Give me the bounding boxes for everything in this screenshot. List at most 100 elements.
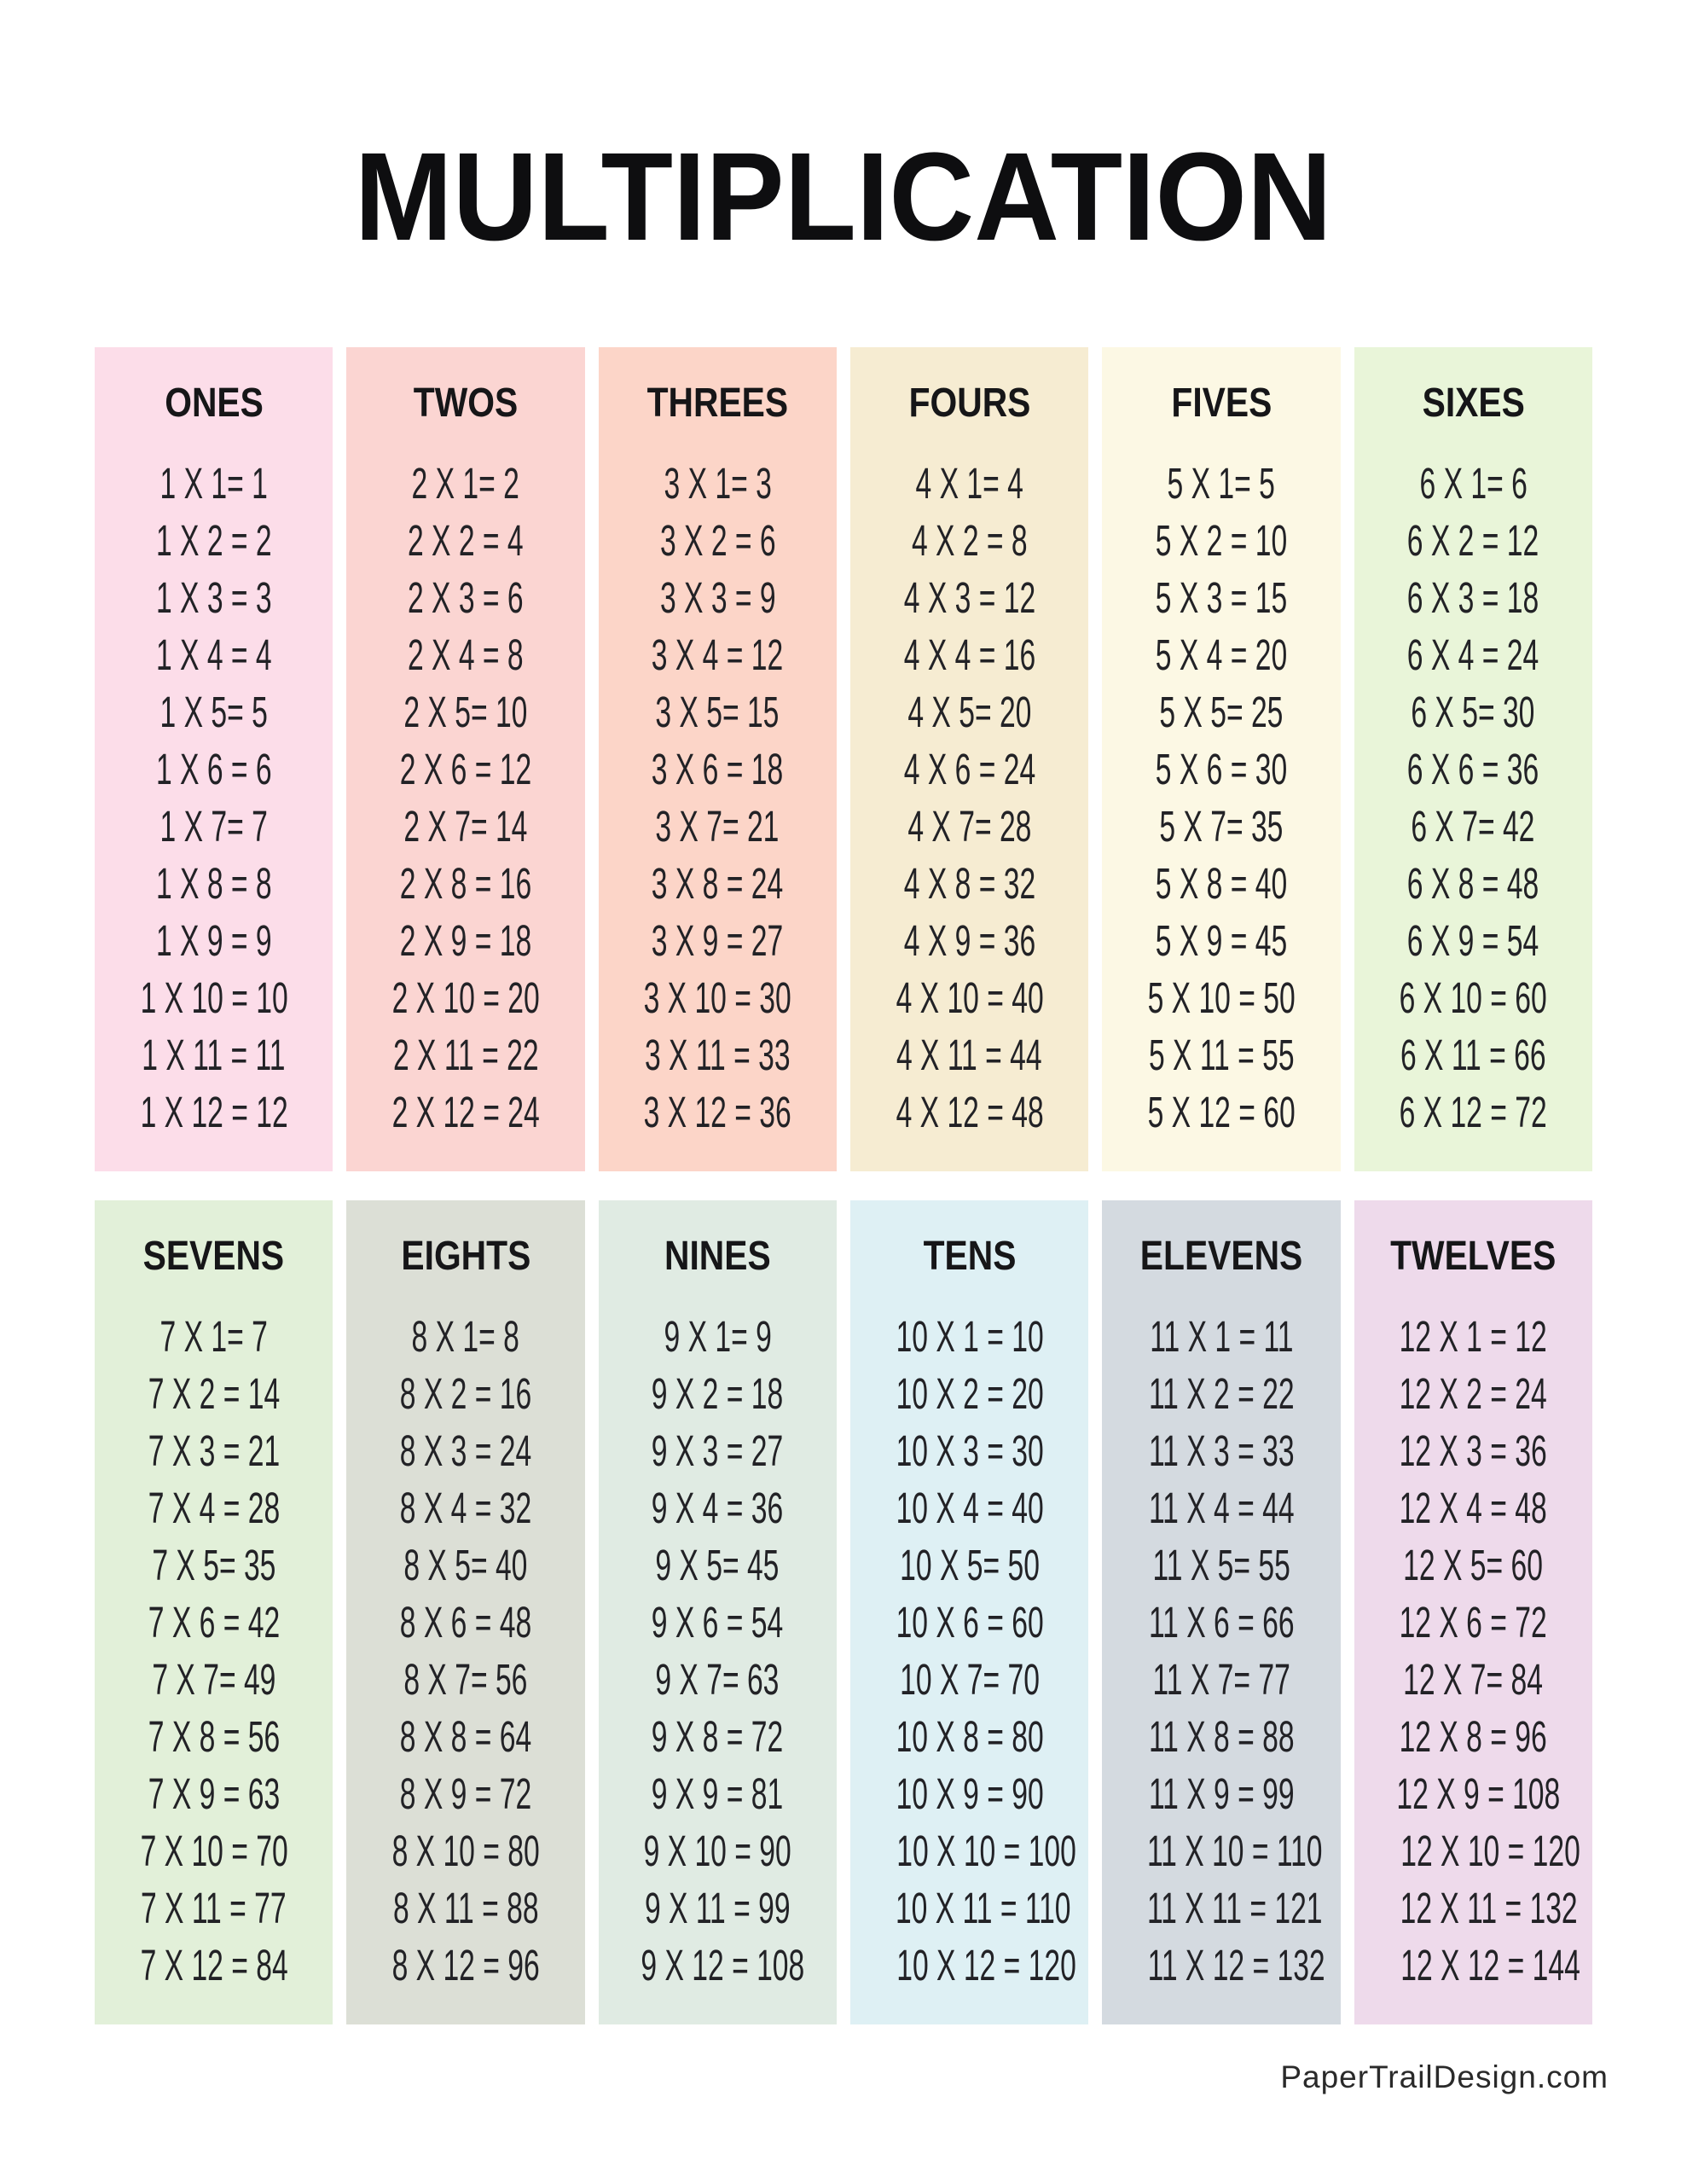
equation-text: 10 X 3 = 30: [896, 1426, 1044, 1475]
equation: 3 X 7= 21: [599, 798, 837, 855]
equation-text: 7 X 10 = 70: [140, 1827, 288, 1875]
equation-text: 12 X 2 = 24: [1399, 1369, 1547, 1418]
equation-text: 5 X 10 = 50: [1147, 973, 1296, 1022]
equation-text: 8 X 10 = 80: [391, 1827, 540, 1875]
equation-text: 12 X 6 = 72: [1399, 1598, 1547, 1647]
equation-text: 8 X 9 = 72: [399, 1769, 532, 1818]
table-heading: THREES: [599, 380, 837, 427]
equation: 10 X 1 = 10: [850, 1308, 1088, 1365]
equation: 12 X 3 = 36: [1354, 1422, 1592, 1479]
equation-text: 4 X 11 = 44: [896, 1031, 1042, 1079]
equation-text: 3 X 11 = 33: [645, 1031, 791, 1079]
equation: 11 X 12 = 132: [1102, 1937, 1340, 1994]
equation-text: 3 X 5= 15: [655, 688, 780, 736]
equation-text: 6 X 5= 30: [1411, 688, 1535, 736]
equation-list: 2 X 1= 2 2 X 2 = 4 2 X 3 = 6 2 X 4 = 8 2 X 5…: [346, 455, 584, 1141]
equation: 3 X 3 = 9: [599, 569, 837, 626]
table-heading-text: TENS: [923, 1234, 1017, 1279]
equation: 9 X 3 = 27: [599, 1422, 837, 1479]
equation: 6 X 8 = 48: [1354, 855, 1592, 912]
equation: 4 X 5= 20: [850, 683, 1088, 741]
equation: 11 X 5= 55: [1102, 1536, 1340, 1594]
equation: 7 X 3 = 21: [95, 1422, 333, 1479]
equation-text: 9 X 4 = 36: [652, 1484, 784, 1532]
equation: 1 X 8 = 8: [95, 855, 333, 912]
equation-text: 8 X 11 = 88: [392, 1884, 539, 1932]
equation-text: 9 X 11 = 99: [645, 1884, 791, 1932]
equation: 6 X 7= 42: [1354, 798, 1592, 855]
equation-list: 7 X 1= 7 7 X 2 = 14 7 X 3 = 21 7 X 4 = 28 7 …: [95, 1308, 333, 1994]
equation-text: 1 X 4 = 4: [155, 630, 272, 679]
equation: 7 X 5= 35: [95, 1536, 333, 1594]
equation: 8 X 5= 40: [346, 1536, 584, 1594]
equation-list: 9 X 1= 9 9 X 2 = 18 9 X 3 = 27 9 X 4 = 36 9 …: [599, 1308, 837, 1994]
equation-text: 1 X 9 = 9: [155, 916, 272, 965]
equation: 3 X 8 = 24: [599, 855, 837, 912]
equation-text: 7 X 12 = 84: [140, 1941, 288, 1989]
equation: 5 X 4 = 20: [1102, 626, 1340, 683]
equation: 4 X 2 = 8: [850, 512, 1088, 569]
equation: 5 X 1= 5: [1102, 455, 1340, 512]
equation-text: 11 X 5= 55: [1152, 1541, 1290, 1589]
equation: 6 X 3 = 18: [1354, 569, 1592, 626]
equation-text: 5 X 9 = 45: [1155, 916, 1288, 965]
equation: 2 X 12 = 24: [346, 1083, 584, 1141]
equation-text: 3 X 6 = 18: [652, 745, 784, 793]
equation-text: 1 X 1= 1: [159, 459, 268, 508]
table-heading: ELEVENS: [1102, 1233, 1340, 1281]
equation: 10 X 9 = 90: [850, 1765, 1088, 1822]
equation: 3 X 2 = 6: [599, 512, 837, 569]
equation-text: 11 X 8 = 88: [1148, 1712, 1295, 1761]
equation-list: 11 X 1 = 11 11 X 2 = 22 11 X 3 = 33 11 X 4 …: [1102, 1308, 1340, 1994]
equation-text: 7 X 7= 49: [152, 1655, 276, 1704]
equation: 4 X 7= 28: [850, 798, 1088, 855]
equation-text: 9 X 10 = 90: [643, 1827, 791, 1875]
equation: 12 X 12 = 144: [1354, 1937, 1592, 1994]
equation: 2 X 8 = 16: [346, 855, 584, 912]
equation: 3 X 9 = 27: [599, 912, 837, 969]
equation: 8 X 2 = 16: [346, 1365, 584, 1422]
equation-text: 11 X 2 = 22: [1148, 1369, 1295, 1418]
equation-text: 7 X 1= 7: [159, 1312, 268, 1361]
equation-text: 12 X 1 = 12: [1399, 1312, 1547, 1361]
equation: 11 X 6 = 66: [1102, 1594, 1340, 1651]
equation-text: 10 X 7= 70: [899, 1655, 1040, 1704]
equation: 10 X 2 = 20: [850, 1365, 1088, 1422]
table-heading: TWOS: [346, 380, 584, 427]
equation: 8 X 3 = 24: [346, 1422, 584, 1479]
equation: 1 X 4 = 4: [95, 626, 333, 683]
equation: 9 X 8 = 72: [599, 1708, 837, 1765]
table-section-sixes: SIXES 6 X 1= 6 6 X 2 = 12 6 X 3 = 18 6 X 4 =…: [1354, 347, 1592, 1171]
equation-text: 1 X 7= 7: [159, 802, 268, 851]
table-heading-text: FIVES: [1171, 380, 1272, 426]
page-title-text: MULTIPLICATION: [354, 127, 1333, 267]
equation-text: 6 X 8 = 48: [1407, 859, 1539, 908]
equation-text: 10 X 2 = 20: [896, 1369, 1044, 1418]
equation: 5 X 12 = 60: [1102, 1083, 1340, 1141]
equation-text: 2 X 2 = 4: [408, 516, 524, 565]
equation-text: 9 X 12 = 108: [641, 1941, 804, 1989]
equation-text: 9 X 5= 45: [655, 1541, 780, 1589]
equation-text: 9 X 9 = 81: [652, 1769, 784, 1818]
equation-text: 2 X 1= 2: [411, 459, 520, 508]
equation: 7 X 10 = 70: [95, 1822, 333, 1879]
equation-text: 1 X 11 = 11: [142, 1031, 286, 1079]
table-heading-text: ELEVENS: [1139, 1234, 1303, 1279]
table-heading-text: ONES: [164, 380, 264, 426]
equation-text: 2 X 7= 14: [403, 802, 528, 851]
equation: 2 X 10 = 20: [346, 969, 584, 1026]
equation: 3 X 1= 3: [599, 455, 837, 512]
equation-text: 12 X 8 = 96: [1399, 1712, 1547, 1761]
equation-text: 9 X 3 = 27: [652, 1426, 784, 1475]
equation-text: 8 X 12 = 96: [391, 1941, 540, 1989]
equation-text: 2 X 10 = 20: [391, 973, 540, 1022]
equation-text: 8 X 4 = 32: [399, 1484, 532, 1532]
table-section-fours: FOURS 4 X 1= 4 4 X 2 = 8 4 X 3 = 12 4 X 4 = …: [850, 347, 1089, 1171]
equation-text: 7 X 11 = 77: [141, 1884, 287, 1932]
equation: 12 X 9 = 108: [1354, 1765, 1592, 1822]
equation-text: 2 X 12 = 24: [391, 1088, 540, 1136]
table-section-threes: THREES 3 X 1= 3 3 X 2 = 6 3 X 3 = 9 3 X 4 = …: [598, 347, 837, 1171]
equation: 2 X 3 = 6: [346, 569, 584, 626]
